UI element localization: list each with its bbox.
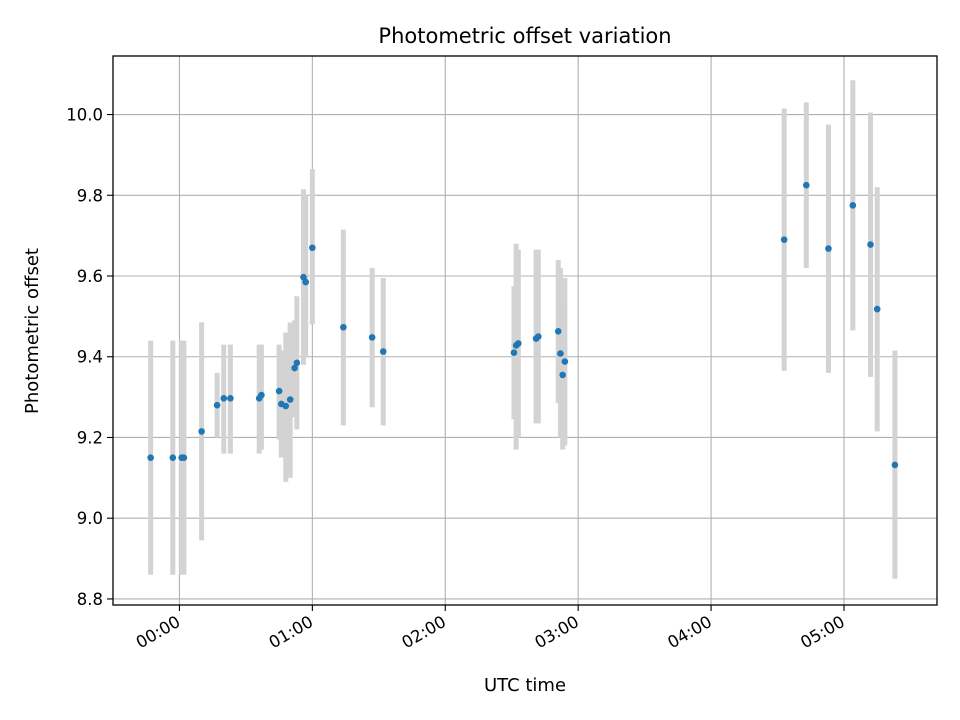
data-point	[169, 454, 177, 461]
data-point	[534, 333, 542, 340]
data-points	[147, 181, 899, 469]
y-tick-label: 8.8	[77, 590, 103, 609]
x-tick-label: 05:00	[797, 612, 848, 652]
x-axis-label: UTC time	[484, 675, 566, 696]
data-point	[286, 396, 294, 403]
y-tick-label: 10.0	[66, 106, 103, 125]
data-point	[510, 349, 518, 357]
data-point	[557, 350, 564, 357]
x-tick-label: 04:00	[664, 612, 715, 652]
data-point	[180, 454, 188, 461]
plot-frame	[112, 55, 938, 606]
data-point	[825, 245, 832, 252]
data-point	[258, 391, 265, 399]
data-point	[293, 359, 301, 367]
y-tick-label: 9.6	[77, 267, 103, 286]
x-tick-label: 00:00	[133, 612, 184, 652]
data-point	[340, 323, 347, 331]
y-axis-label: Photometric offset	[22, 248, 43, 414]
data-point	[275, 387, 283, 395]
data-point	[368, 334, 376, 341]
data-point	[147, 454, 154, 461]
data-point	[891, 461, 899, 469]
data-point	[309, 244, 316, 252]
data-point	[780, 236, 788, 243]
data-point	[515, 340, 522, 347]
data-point	[554, 328, 562, 335]
data-point	[227, 395, 234, 402]
data-point	[561, 358, 569, 365]
data-point	[867, 241, 874, 248]
error-bars	[148, 80, 898, 579]
data-point	[379, 348, 387, 355]
data-point	[302, 278, 310, 286]
y-tick-label: 9.2	[77, 428, 103, 447]
x-tick-label: 01:00	[266, 612, 317, 652]
y-tick-label: 9.8	[77, 186, 103, 205]
data-point	[559, 371, 566, 379]
chart-title: Photometric offset variation	[378, 24, 671, 48]
data-point	[291, 364, 298, 372]
data-point	[282, 402, 290, 410]
y-tick-label: 9.0	[77, 509, 103, 528]
data-point	[873, 305, 881, 313]
data-point	[849, 202, 857, 209]
x-tick-label: 03:00	[531, 612, 582, 652]
x-tick-label: 02:00	[399, 612, 450, 652]
data-point	[213, 401, 221, 409]
y-tick-label: 9.4	[77, 348, 103, 367]
data-point	[803, 181, 810, 189]
data-point	[220, 395, 228, 402]
data-point	[198, 428, 205, 435]
grid-lines	[113, 56, 937, 605]
